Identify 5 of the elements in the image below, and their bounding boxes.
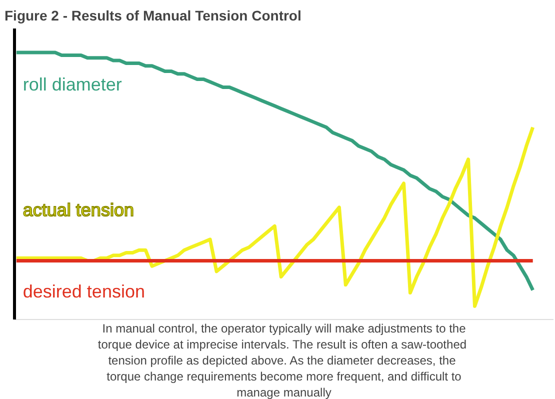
series-label: desired tension (22, 281, 145, 302)
series-label: roll diameter (22, 74, 122, 95)
text: In manual control, the operator typically will make adjustments to the torque device at imprecise intervals. The result is often a saw-toothed tension profile as depicted above. As the diameter decreases, the torque change requirements become more frequent, and difficult to manage manually (98, 322, 467, 399)
series-label: actual tension (22, 200, 134, 220)
chart-title: Figure 2 - Results of Manual Tension Control (4, 8, 302, 24)
